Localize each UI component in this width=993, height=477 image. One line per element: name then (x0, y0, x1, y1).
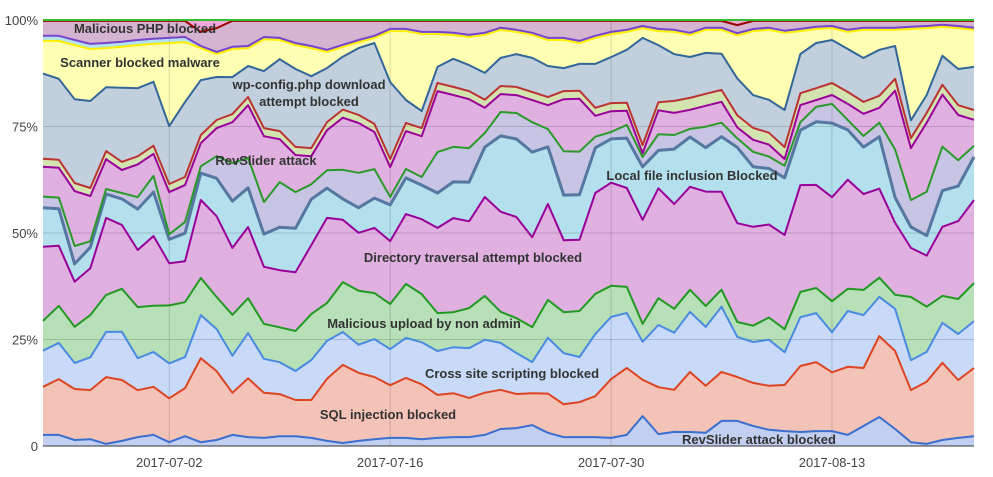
line-unlabeled-series-c (42, 23, 975, 53)
y-tick-label: 50% (12, 226, 38, 241)
annotation-label: wp-config.php download (231, 77, 385, 92)
axes: 025%50%75%100% 2017-07-02 2017-07-16 2017-… (5, 13, 865, 470)
x-tick-label: 2017-08-13 (799, 455, 866, 470)
annotation-label: Scanner blocked malware (60, 55, 220, 70)
annotation-label: RevSlider attack (215, 153, 317, 168)
line-wp-config-php-download-attempt-blocked (42, 36, 975, 128)
line-revslider-attack (42, 102, 975, 247)
area-local-file-inclusion-blocked (43, 121, 974, 282)
annotation-label: RevSlider attack blocked (682, 432, 836, 447)
line-unlabeled-series-b (42, 77, 975, 189)
line-directory-traversal-attempt-blocked (42, 178, 975, 283)
y-tick-label: 25% (12, 333, 38, 348)
y-tick-label: 75% (12, 120, 38, 135)
annotation-label: Malicious PHP blocked (74, 21, 216, 36)
area-sql-injection-blocked (43, 336, 974, 444)
line-malicious-upload-by-non-admin (42, 276, 975, 332)
area-unlabeled-series-d (43, 20, 974, 32)
area-malicious-php-blocked (43, 20, 974, 52)
y-axis-ticks: 0 25% 50% 75% 100% (5, 13, 39, 454)
annotation-label: Local file inclusion Blocked (606, 168, 777, 183)
annotation-label: Directory traversal attempt blocked (364, 250, 582, 265)
y-tick-label: 0 (31, 439, 38, 454)
annotation-label: Cross site scripting blocked (425, 366, 599, 381)
line-local-file-inclusion-blocked (42, 120, 976, 266)
x-tick-label: 2017-07-30 (578, 455, 645, 470)
area-layers (43, 20, 974, 446)
area-wp-config-php-download-attempt-blocked (43, 37, 974, 189)
line-revslider-attack-blocked (43, 415, 975, 445)
line-scanner-blocked-malware (43, 25, 975, 55)
x-axis-ticks: 2017-07-02 2017-07-16 2017-07-30 2017-08-13 (136, 455, 865, 470)
line-cross-site-scripting-blocked (42, 295, 975, 372)
area-scanner-blocked-malware (43, 26, 974, 127)
area-directory-traversal-attempt-blocked (43, 179, 974, 331)
series-annotations: Malicious PHP blocked Scanner blocked mal… (60, 21, 836, 447)
annotation-label: SQL injection blocked (320, 407, 456, 422)
area-revslider-attack-blocked (43, 416, 974, 446)
area-malicious-upload-by-non-admin (43, 277, 974, 371)
y-tick-label: 100% (5, 13, 39, 28)
x-tick-label: 2017-07-02 (136, 455, 203, 470)
area-revslider-attack (43, 103, 974, 264)
annotation-label: attempt blocked (259, 94, 359, 109)
annotation-label: Malicious upload by non admin (327, 316, 521, 331)
line-sql-injection-blocked (42, 335, 975, 406)
line-unlabeled-series-a (42, 89, 975, 198)
x-tick-label: 2017-07-16 (357, 455, 424, 470)
series-lines (42, 19, 976, 447)
